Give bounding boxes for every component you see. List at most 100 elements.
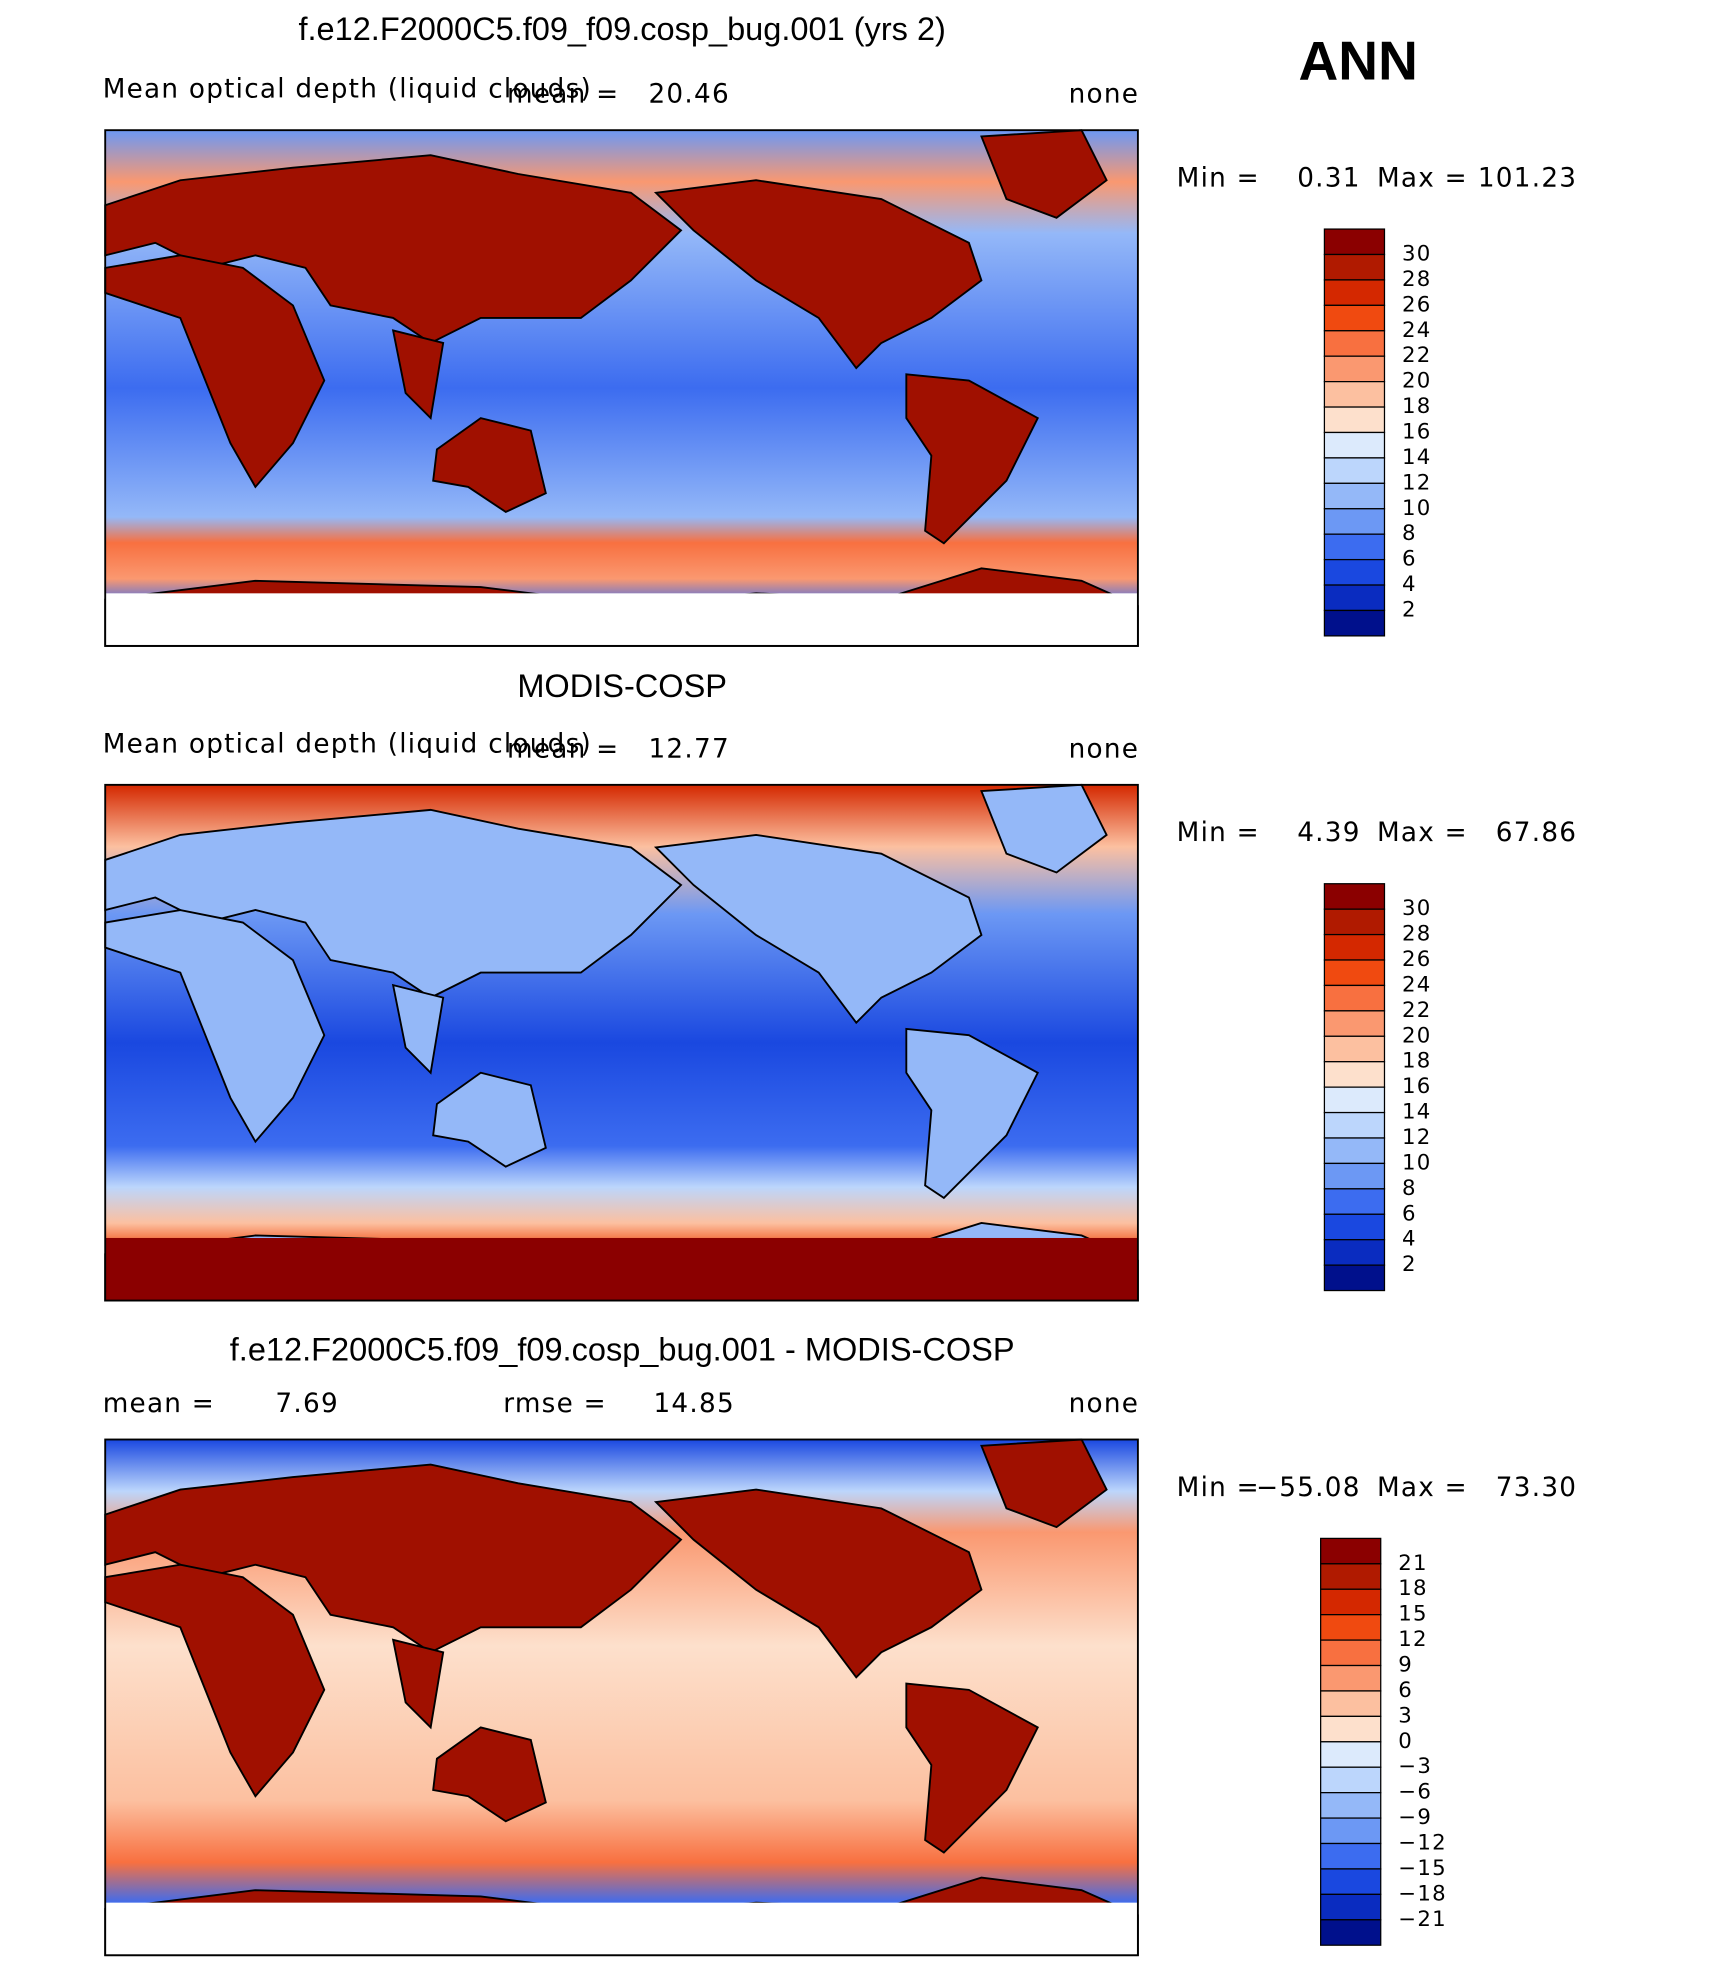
colorbar-box bbox=[1323, 380, 1386, 408]
colorbar-label: 18 bbox=[1398, 1576, 1428, 1601]
colorbar-label: 18 bbox=[1402, 394, 1432, 419]
colorbar-box bbox=[1323, 533, 1386, 561]
colorbar-box bbox=[1323, 933, 1386, 961]
colorbar-box bbox=[1323, 584, 1386, 612]
colorbar-box bbox=[1320, 1664, 1382, 1692]
colorbar-box bbox=[1320, 1614, 1382, 1641]
left-label: Mean optical depth (liquid clouds) bbox=[103, 729, 592, 759]
max-value: 101.23 bbox=[1478, 163, 1577, 193]
mean-label: mean = bbox=[507, 80, 619, 110]
min-label: Min = bbox=[1177, 1473, 1260, 1503]
colorbar-box bbox=[1320, 1715, 1382, 1743]
colorbar-box bbox=[1323, 1239, 1386, 1266]
colorbar-label: 3 bbox=[1398, 1703, 1413, 1728]
max-value: 73.30 bbox=[1496, 1473, 1577, 1503]
colorbar-label: 28 bbox=[1402, 267, 1432, 292]
colorbar-box bbox=[1323, 508, 1386, 535]
rmse-label: rmse = bbox=[503, 1389, 607, 1419]
max-label: Max = bbox=[1377, 163, 1468, 193]
colorbar-box bbox=[1320, 1690, 1382, 1718]
colorbar-box bbox=[1323, 279, 1386, 306]
mean-label: mean = bbox=[507, 734, 619, 764]
rmse-value: 14.85 bbox=[653, 1389, 734, 1419]
colorbar-label: 14 bbox=[1402, 1100, 1432, 1125]
min-value: 0.31 bbox=[1297, 163, 1361, 193]
mean-value: 7.69 bbox=[275, 1389, 338, 1419]
panel-title: MODIS-COSP bbox=[517, 668, 727, 704]
mean-value: 12.77 bbox=[648, 734, 729, 764]
colorbar-label: 22 bbox=[1402, 998, 1432, 1023]
max-label: Max = bbox=[1377, 1473, 1468, 1503]
colorbar-label: 18 bbox=[1402, 1049, 1432, 1074]
colorbar-box bbox=[1323, 431, 1386, 459]
colorbar-label: 15 bbox=[1398, 1602, 1428, 1627]
colorbar-box bbox=[1320, 1842, 1382, 1870]
colorbar-label: 30 bbox=[1402, 241, 1432, 266]
colorbar-box bbox=[1323, 1111, 1386, 1139]
colorbar-label: 21 bbox=[1398, 1551, 1428, 1576]
colorbar-box bbox=[1323, 457, 1386, 484]
colorbar-box bbox=[1323, 355, 1386, 383]
colorbar-box bbox=[1323, 1061, 1386, 1088]
season: ANN bbox=[1299, 30, 1418, 92]
min-label: Min = bbox=[1177, 818, 1260, 848]
colorbar-label: 9 bbox=[1398, 1653, 1413, 1678]
colorbar-label: 8 bbox=[1402, 521, 1417, 546]
colorbar-box bbox=[1323, 253, 1386, 281]
colorbar-label: 24 bbox=[1402, 318, 1432, 343]
colorbar-label: −15 bbox=[1398, 1856, 1447, 1881]
colorbar-box bbox=[1323, 1010, 1386, 1037]
colorbar-box bbox=[1323, 1213, 1386, 1241]
colorbar-box bbox=[1323, 558, 1386, 586]
colorbar-box bbox=[1323, 908, 1386, 936]
panel-title: f.e12.F2000C5.f09_f09.cosp_bug.001 (yrs … bbox=[298, 11, 945, 47]
colorbar-label: −6 bbox=[1398, 1780, 1432, 1805]
colorbar-box bbox=[1323, 1035, 1386, 1063]
map bbox=[104, 129, 1139, 647]
min-value: 4.39 bbox=[1297, 818, 1361, 848]
colorbar-label: 26 bbox=[1402, 947, 1432, 972]
colorbar-label: −3 bbox=[1398, 1754, 1432, 1779]
min-value: −55.08 bbox=[1256, 1473, 1361, 1503]
colorbar-box bbox=[1320, 1817, 1382, 1845]
colorbar-label: 6 bbox=[1398, 1678, 1413, 1703]
colorbar-box bbox=[1320, 1919, 1382, 1946]
colorbar-label: 12 bbox=[1402, 1125, 1432, 1150]
min-label: Min = bbox=[1177, 163, 1260, 193]
units: none bbox=[1069, 80, 1140, 110]
colorbar-label: 28 bbox=[1402, 922, 1432, 947]
colorbar-label: 6 bbox=[1402, 547, 1417, 572]
colorbar-label: 16 bbox=[1402, 1074, 1432, 1099]
colorbar-box bbox=[1320, 1537, 1382, 1565]
colorbar-label: 2 bbox=[1402, 1252, 1417, 1277]
colorbar-box bbox=[1320, 1563, 1382, 1590]
colorbar-box bbox=[1323, 1086, 1386, 1114]
colorbar-label: 4 bbox=[1402, 1227, 1417, 1252]
colorbar-label: 22 bbox=[1402, 343, 1432, 368]
colorbar-label: 12 bbox=[1398, 1627, 1428, 1652]
map bbox=[104, 783, 1139, 1302]
colorbar-label: 10 bbox=[1402, 496, 1432, 521]
colorbar-label: −9 bbox=[1398, 1805, 1432, 1830]
max-value: 67.86 bbox=[1496, 818, 1577, 848]
colorbar-box bbox=[1323, 330, 1386, 357]
colorbar-box bbox=[1323, 406, 1386, 434]
mean-label: mean = bbox=[103, 1389, 215, 1419]
colorbar-label: 12 bbox=[1402, 470, 1432, 495]
colorbar-label: 6 bbox=[1402, 1201, 1417, 1226]
colorbar-box bbox=[1320, 1639, 1382, 1667]
mean-value: 20.46 bbox=[648, 80, 729, 110]
units: none bbox=[1069, 734, 1140, 764]
colorbar-label: 8 bbox=[1402, 1176, 1417, 1201]
colorbar-label: 0 bbox=[1398, 1729, 1413, 1754]
colorbar-label: 10 bbox=[1402, 1150, 1432, 1175]
colorbar-label: 20 bbox=[1402, 369, 1432, 394]
colorbar-box bbox=[1323, 959, 1386, 987]
colorbar-label: −12 bbox=[1398, 1831, 1447, 1856]
colorbar-box bbox=[1320, 1893, 1382, 1921]
colorbar-box bbox=[1323, 1264, 1386, 1292]
colorbar-box bbox=[1323, 304, 1386, 332]
colorbar-label: 26 bbox=[1402, 292, 1432, 317]
colorbar-label: −18 bbox=[1398, 1881, 1447, 1906]
